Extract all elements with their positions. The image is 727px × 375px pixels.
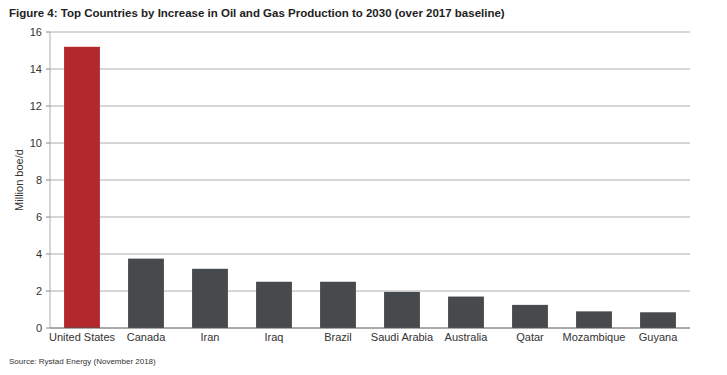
tick-mark bbox=[46, 143, 50, 144]
tick-mark bbox=[46, 106, 50, 107]
tick-mark bbox=[46, 254, 50, 255]
x-axis-line bbox=[50, 328, 690, 329]
y-axis-label: Million boe/d bbox=[13, 149, 25, 211]
category-label: United States bbox=[49, 331, 116, 343]
tick-mark bbox=[46, 32, 50, 33]
category-label: Iraq bbox=[265, 331, 284, 343]
tick-label: 16 bbox=[30, 26, 42, 38]
category-label: Guyana bbox=[639, 331, 678, 343]
tick-label: 6 bbox=[36, 211, 42, 223]
bar bbox=[64, 47, 100, 328]
category-label: Saudi Arabia bbox=[371, 331, 434, 343]
grid-line bbox=[50, 217, 690, 218]
category-label: Mozambique bbox=[563, 331, 626, 343]
grid-line bbox=[50, 106, 690, 107]
category-label: Qatar bbox=[516, 331, 544, 343]
bar bbox=[256, 282, 292, 328]
category-label: Brazil bbox=[324, 331, 352, 343]
tick-label: 0 bbox=[36, 322, 42, 334]
chart-container: Figure 4: Top Countries by Increase in O… bbox=[0, 0, 727, 375]
grid-line bbox=[50, 143, 690, 144]
tick-mark bbox=[46, 69, 50, 70]
tick-mark bbox=[46, 217, 50, 218]
tick-label: 2 bbox=[36, 285, 42, 297]
bar bbox=[320, 282, 356, 328]
grid-line bbox=[50, 32, 690, 33]
tick-label: 4 bbox=[36, 248, 42, 260]
tick-label: 12 bbox=[30, 100, 42, 112]
bar bbox=[384, 292, 420, 328]
y-axis-line bbox=[50, 32, 51, 328]
tick-mark bbox=[46, 291, 50, 292]
tick-label: 14 bbox=[30, 63, 42, 75]
grid-line bbox=[50, 69, 690, 70]
source: Source: Rystad Energy (November 2018) bbox=[9, 357, 156, 366]
bar bbox=[128, 259, 164, 328]
bars bbox=[64, 47, 676, 328]
tick-mark bbox=[46, 328, 50, 329]
bar bbox=[576, 311, 612, 328]
tick-mark bbox=[46, 180, 50, 181]
chart-svg: Figure 4: Top Countries by Increase in O… bbox=[0, 0, 727, 375]
bar bbox=[640, 312, 676, 328]
bar bbox=[448, 297, 484, 328]
title: Figure 4: Top Countries by Increase in O… bbox=[9, 7, 505, 19]
tick-label: 10 bbox=[30, 137, 42, 149]
category-label: Iran bbox=[201, 331, 220, 343]
bar bbox=[192, 269, 228, 328]
tick-label: 8 bbox=[36, 174, 42, 186]
bar bbox=[512, 305, 548, 328]
category-label: Canada bbox=[127, 331, 166, 343]
category-label: Australia bbox=[445, 331, 489, 343]
grid-line bbox=[50, 180, 690, 181]
grid-line bbox=[50, 254, 690, 255]
